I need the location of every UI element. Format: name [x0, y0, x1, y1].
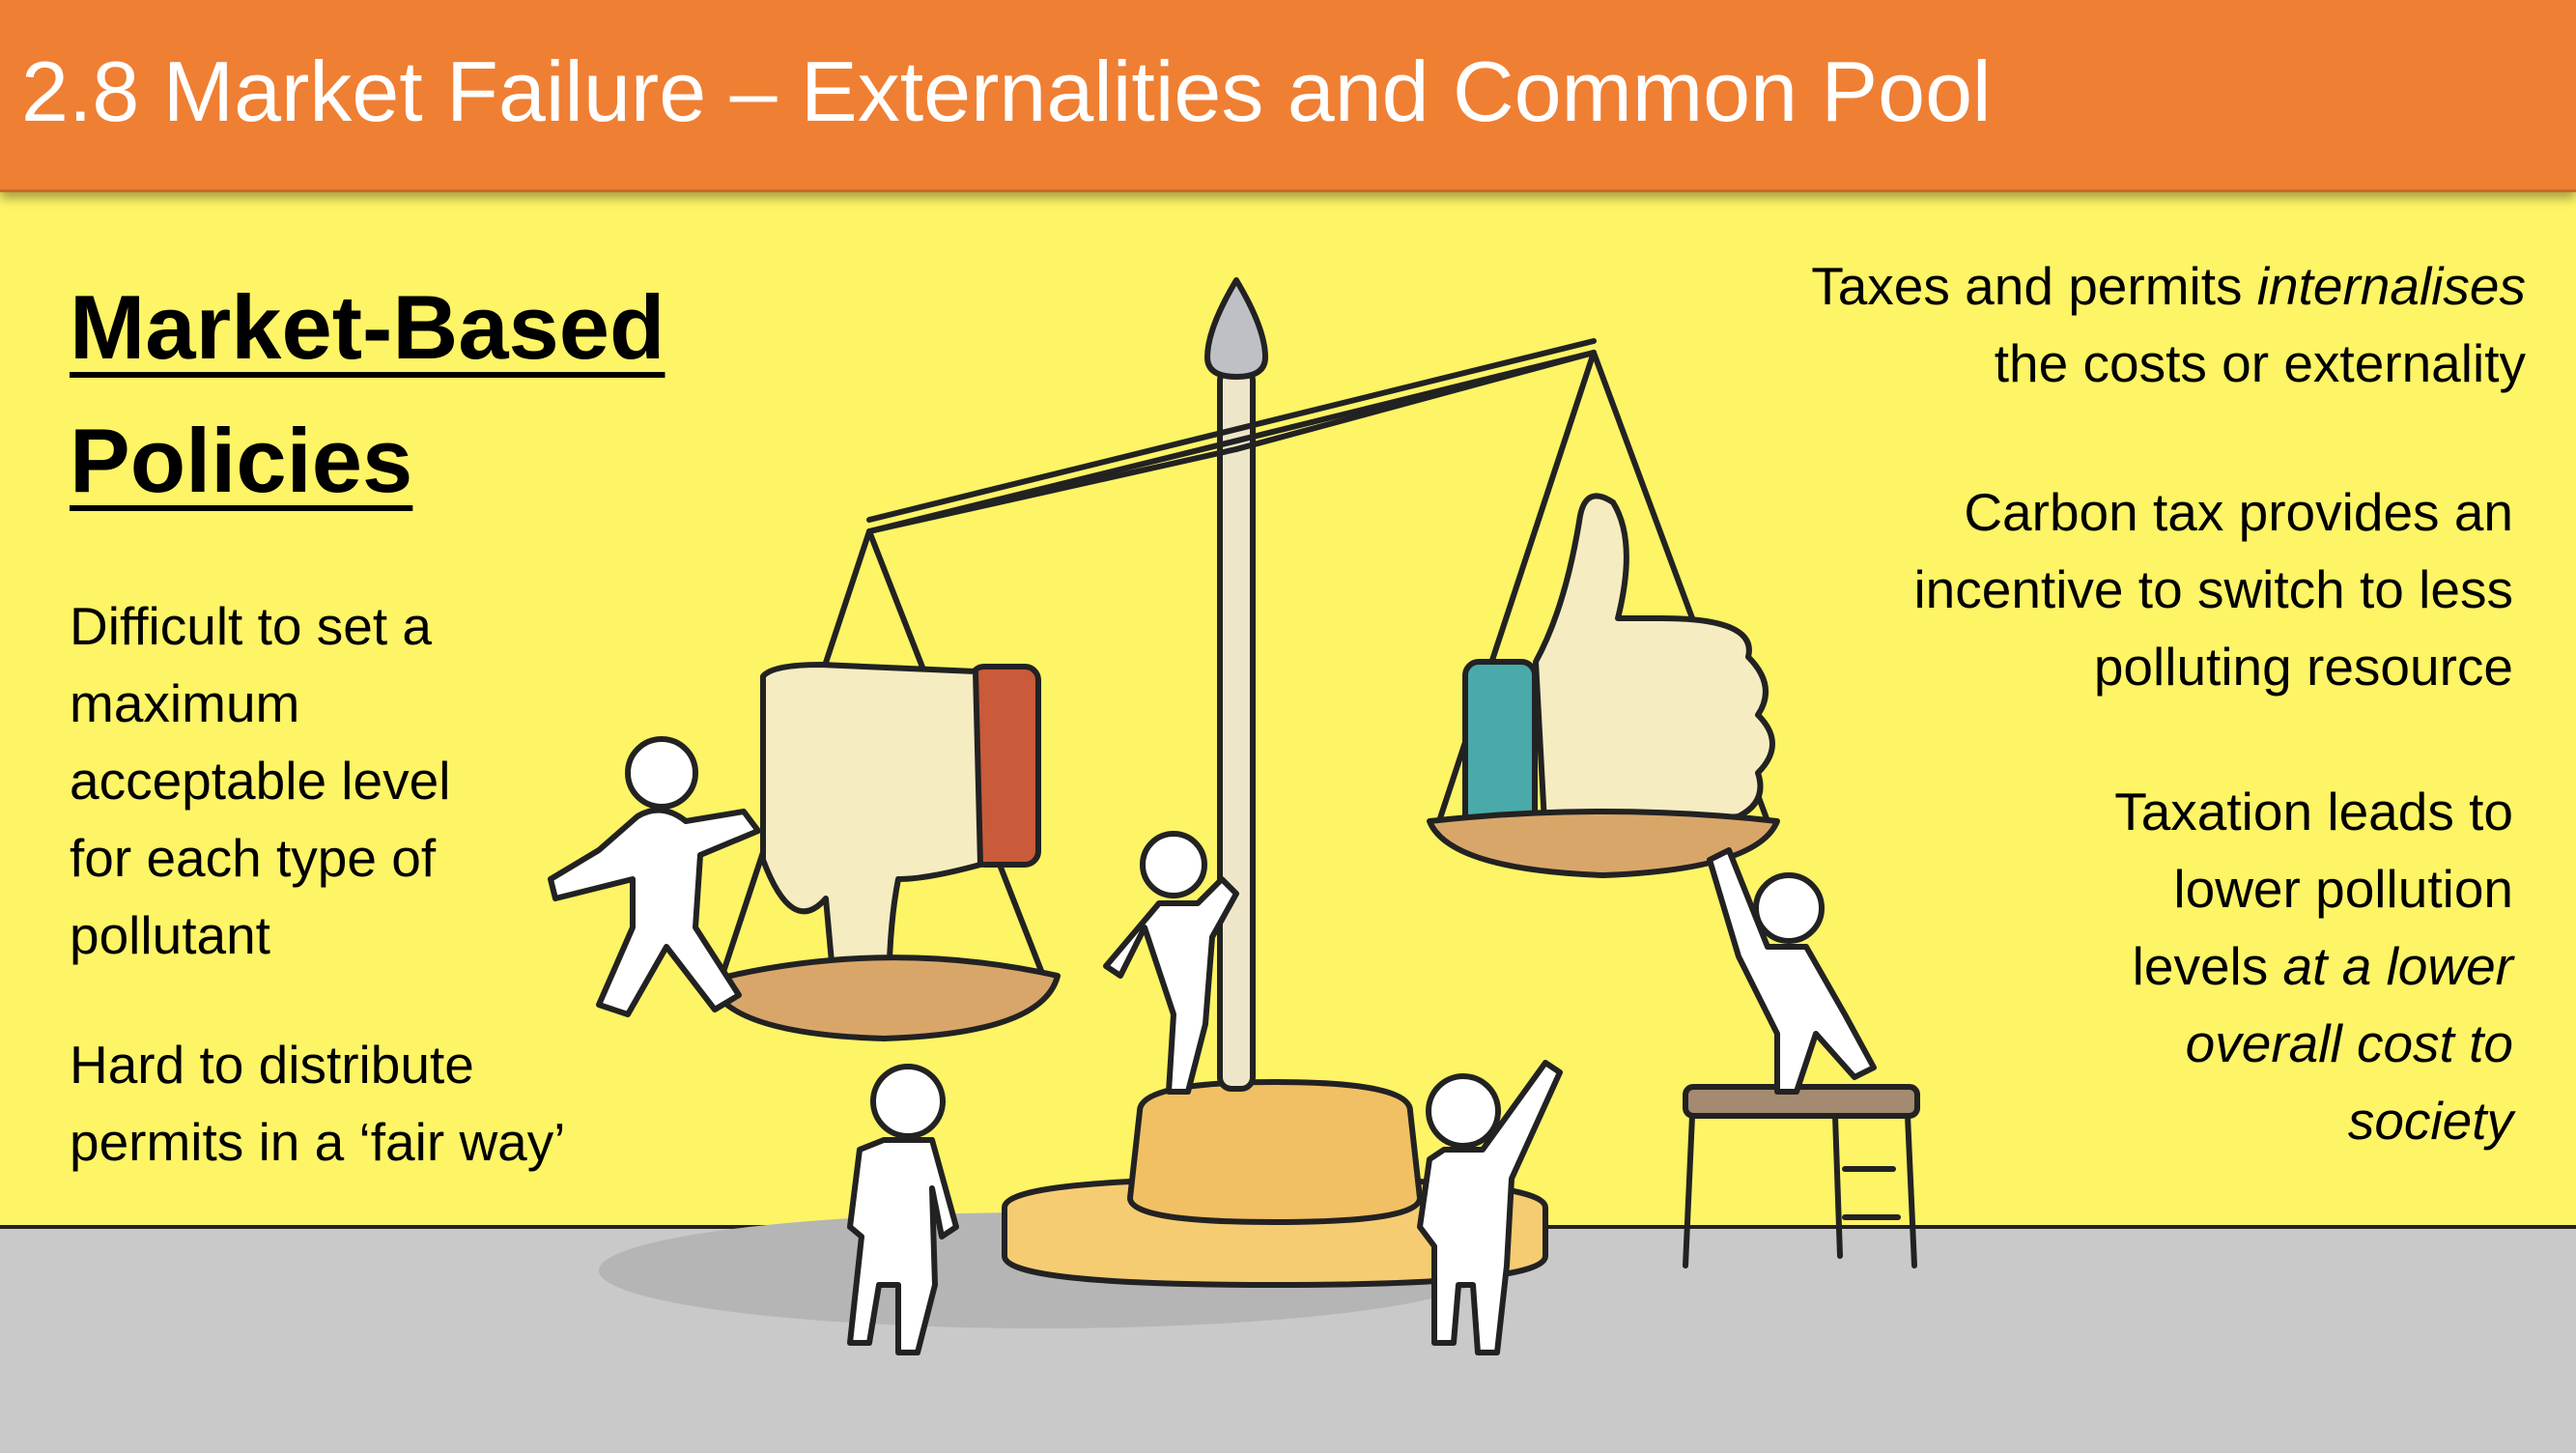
- balance-scale-icon: [548, 277, 1920, 1355]
- right-point-3: Taxation leads to lower pollution levels…: [2114, 773, 2513, 1159]
- right-point-2-line: polluting resource: [2093, 637, 2513, 697]
- right-point-3-line: Taxation leads to: [2114, 782, 2513, 841]
- right-point-1-line: Taxes and permits internalises: [1811, 256, 2526, 316]
- slide-header: 2.8 Market Failure – Externalities and C…: [0, 0, 2576, 192]
- right-point-3-line: levels at a lower: [2132, 936, 2513, 996]
- section-title-line2: Policies: [70, 410, 413, 511]
- slide-title: 2.8 Market Failure – Externalities and C…: [21, 43, 1992, 139]
- right-point-3-line: overall cost to: [2185, 1013, 2513, 1073]
- left-point-1-line: Difficult to set a: [70, 596, 432, 656]
- left-point-2-line: Hard to distribute: [70, 1035, 474, 1095]
- right-point-2-line: Carbon tax provides an: [1964, 482, 2513, 542]
- left-point-1-line: maximum: [70, 673, 300, 733]
- left-point-2: Hard to distribute permits in a ‘fair wa…: [70, 1026, 565, 1181]
- section-title-line1: Market-Based: [70, 276, 665, 378]
- right-point-2: Carbon tax provides an incentive to swit…: [1913, 473, 2513, 705]
- left-point-1-line: pollutant: [70, 905, 270, 965]
- left-point-1-line: for each type of: [70, 828, 437, 888]
- stick-figure-icon: [548, 736, 1877, 1355]
- left-point-1-line: acceptable level: [70, 751, 451, 811]
- right-point-3-line: lower pollution: [2173, 859, 2513, 919]
- left-point-2-line: permits in a ‘fair way’: [70, 1112, 566, 1172]
- section-title: Market-Based Policies: [70, 261, 746, 527]
- left-point-1: Difficult to set a maximum acceptable le…: [70, 587, 450, 974]
- right-point-2-line: incentive to switch to less: [1913, 559, 2513, 619]
- right-point-3-line: society: [2347, 1091, 2513, 1151]
- right-point-1-line: the costs or externality: [1994, 333, 2526, 393]
- right-point-1: Taxes and permits internalises the costs…: [1811, 247, 2526, 402]
